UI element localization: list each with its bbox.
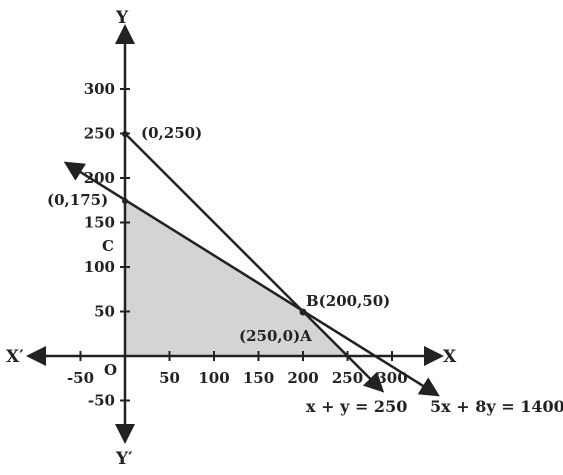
y-neg-axis-label: Y′ bbox=[115, 449, 133, 469]
feasible-region bbox=[125, 200, 348, 356]
x-tick-label: 100 bbox=[198, 369, 229, 387]
point-0-250-label: (0,250) bbox=[141, 124, 202, 142]
y-tick-label: 50 bbox=[94, 303, 115, 321]
y-tick-label: 150 bbox=[84, 214, 115, 232]
y-tick-label: 300 bbox=[84, 80, 115, 98]
x-tick-label: 250 bbox=[332, 369, 363, 387]
x-tick-label: 200 bbox=[287, 369, 318, 387]
x-axis-label: X bbox=[443, 347, 457, 367]
x-tick-label: 300 bbox=[376, 369, 407, 387]
y-tick-label: 250 bbox=[84, 125, 115, 143]
x-ticks: -50 50 100 150 200 250 300 bbox=[67, 351, 408, 387]
x-neg-axis-label: X′ bbox=[6, 347, 24, 367]
y-tick-label: 200 bbox=[84, 169, 115, 187]
x-tick-label: -50 bbox=[67, 369, 94, 387]
point-c-label: C bbox=[102, 237, 114, 255]
y-tick-label: 100 bbox=[84, 258, 115, 276]
equation-5x-plus-8y-1400: 5x + 8y = 1400 bbox=[430, 397, 563, 416]
y-ticks: -50 50 100 150 200 250 300 bbox=[84, 80, 130, 410]
x-tick-label: 150 bbox=[243, 369, 274, 387]
equation-x-plus-y-250: x + y = 250 bbox=[306, 397, 407, 416]
point-0-175 bbox=[122, 198, 128, 204]
point-a-label: (250,0)A bbox=[239, 327, 312, 345]
y-tick-label: -50 bbox=[88, 392, 115, 410]
point-b bbox=[299, 308, 307, 316]
line-5x-plus-8y-1400 bbox=[63, 161, 440, 397]
origin-label: O bbox=[104, 361, 117, 379]
y-axis-label: Y bbox=[115, 8, 129, 28]
x-tick-label: 50 bbox=[159, 369, 180, 387]
point-b-label: B(200,50) bbox=[306, 292, 390, 310]
point-0-175-label: (0,175) bbox=[47, 191, 108, 209]
point-0-250 bbox=[122, 131, 128, 137]
